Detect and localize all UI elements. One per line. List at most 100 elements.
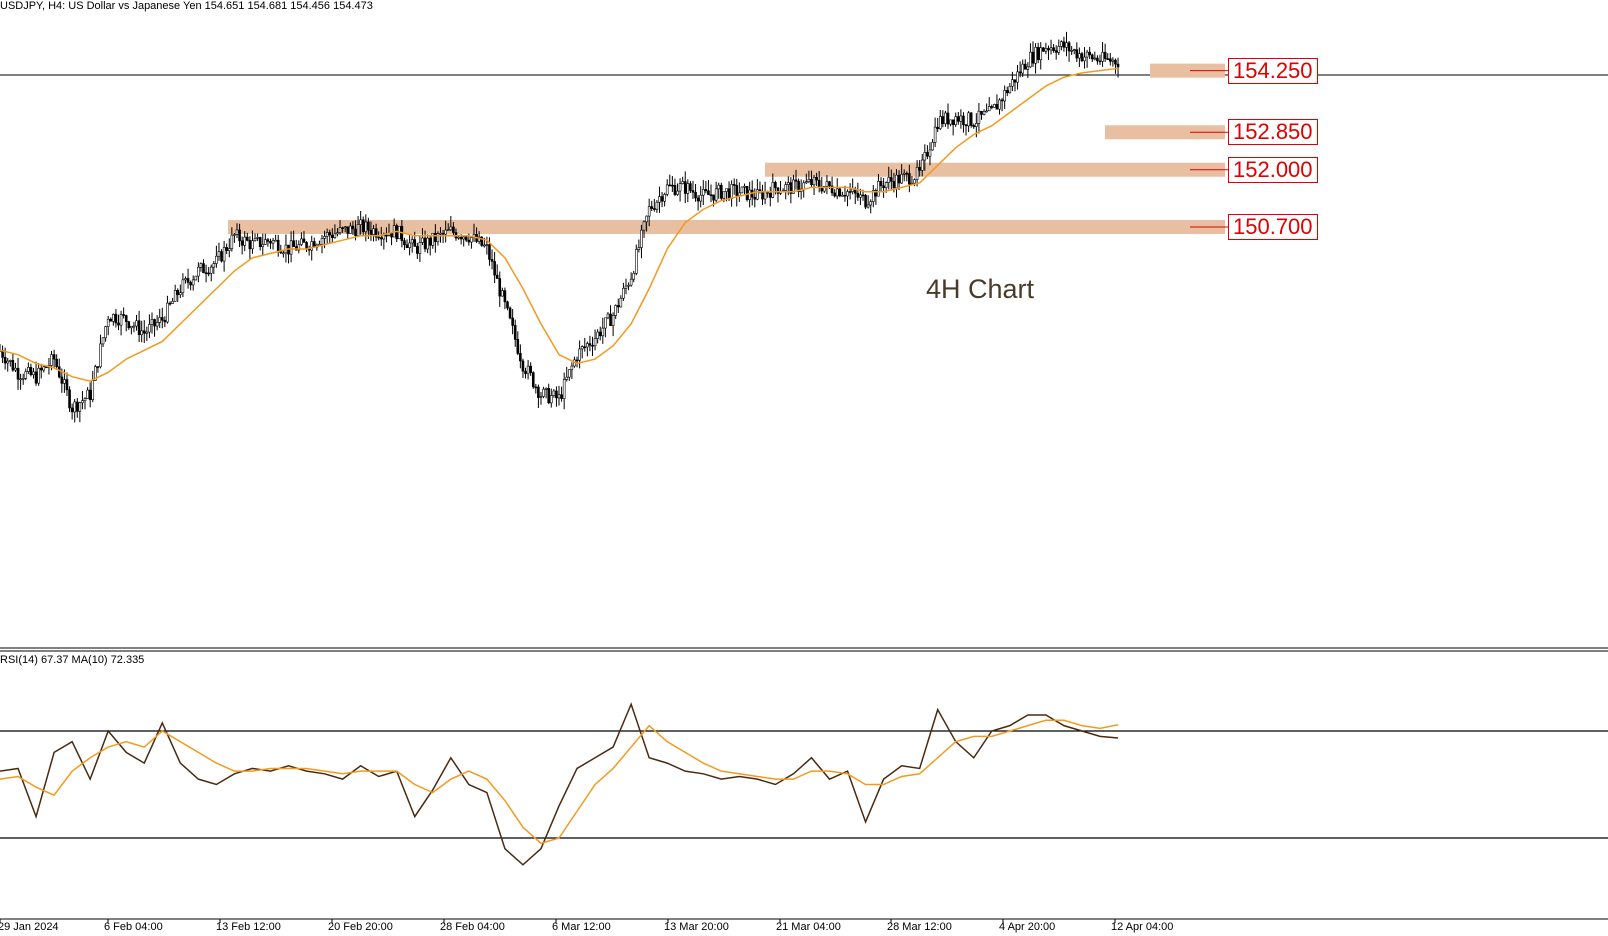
candle-body	[900, 173, 903, 184]
candle-body	[132, 325, 136, 328]
candle-body	[601, 327, 605, 337]
candle-body	[449, 226, 453, 231]
candle-body	[94, 366, 97, 381]
candle-body	[382, 234, 386, 240]
rsi-pane	[0, 702, 1608, 866]
candle-body	[14, 367, 17, 371]
candle-body	[271, 240, 275, 244]
candle-body	[117, 322, 120, 326]
candle-body	[426, 237, 429, 250]
candle-body	[119, 314, 123, 326]
candle-body	[871, 190, 875, 202]
candle-body	[616, 305, 620, 308]
candle-body	[11, 360, 15, 371]
candle-body	[349, 225, 352, 234]
candle-body	[276, 239, 280, 252]
candle-body	[222, 247, 226, 262]
candle-body	[101, 337, 105, 345]
candle-body	[346, 226, 350, 234]
candle-body	[359, 219, 362, 225]
candle-body	[946, 112, 950, 125]
candle-body	[428, 237, 432, 246]
x-tick-label: 28 Feb 04:00	[440, 921, 505, 933]
candle-body	[792, 179, 795, 194]
candle-body	[776, 187, 780, 194]
candle-body	[418, 242, 422, 254]
candle-body	[1054, 50, 1058, 53]
candle-body	[879, 181, 883, 187]
candle-body	[1047, 48, 1050, 51]
candle-body	[768, 192, 772, 198]
candle-body	[642, 221, 646, 231]
candle-body	[148, 324, 151, 333]
candle-body	[622, 287, 625, 299]
level-tag: 154.250	[1228, 57, 1318, 84]
candle-body	[959, 115, 963, 122]
candle-body	[441, 232, 445, 235]
candle-body	[1070, 50, 1073, 52]
candle-body	[34, 371, 38, 384]
candle-body	[1011, 79, 1014, 87]
candle-body	[817, 179, 821, 188]
candle-body	[990, 106, 994, 108]
x-tick-label: 20 Feb 20:00	[328, 921, 393, 933]
candle-body	[390, 232, 393, 238]
candle-body	[225, 247, 228, 251]
candle-body	[691, 190, 695, 193]
candle-body	[42, 366, 46, 371]
candle-body	[354, 228, 357, 236]
candle-body	[292, 240, 295, 247]
candle-body	[967, 112, 970, 127]
candle-body	[841, 194, 844, 197]
candle-body	[591, 344, 594, 347]
candle-body	[835, 188, 839, 197]
candle-body	[843, 194, 847, 197]
candle-body	[256, 237, 259, 239]
candle-body	[372, 228, 375, 235]
candle-body	[215, 255, 218, 264]
candle-body	[743, 185, 746, 188]
candle-body	[725, 188, 728, 192]
candle-body	[483, 244, 486, 247]
candle-body	[153, 319, 156, 327]
candle-body	[140, 330, 143, 336]
candle-body	[96, 366, 100, 368]
candle-body	[379, 237, 383, 240]
candle-body	[367, 221, 370, 231]
candle-body	[877, 181, 880, 197]
candle-body	[1106, 58, 1110, 60]
candle-body	[1034, 47, 1037, 64]
candle-body	[235, 229, 239, 235]
candle-body	[537, 386, 540, 398]
candle-body	[954, 116, 958, 125]
candle-body	[987, 106, 991, 112]
candle-body	[405, 244, 409, 249]
candle-body	[70, 407, 74, 413]
candle-body	[902, 172, 906, 175]
candle-body	[436, 233, 440, 243]
candle-body	[882, 185, 885, 188]
candle-body	[434, 232, 437, 243]
candle-body	[531, 372, 535, 388]
candle-body	[931, 142, 934, 151]
candle-body	[171, 301, 174, 304]
candle-body	[32, 371, 35, 376]
candle-body	[155, 322, 159, 327]
candle-body	[738, 192, 741, 196]
candle-body	[975, 123, 978, 127]
candle-body	[568, 369, 571, 378]
candle-body	[24, 371, 28, 379]
candle-body	[980, 110, 983, 115]
candle-body	[331, 234, 334, 238]
candle-body	[323, 236, 326, 239]
candle-body	[459, 236, 463, 240]
candle-body	[338, 227, 342, 233]
candle-body	[938, 116, 942, 129]
candle-body	[1108, 58, 1112, 62]
candle-body	[29, 367, 33, 376]
candle-body	[524, 370, 527, 375]
candle-body	[220, 251, 223, 262]
candle-body	[99, 343, 102, 368]
candle-body	[874, 190, 878, 197]
candle-body	[748, 189, 751, 201]
